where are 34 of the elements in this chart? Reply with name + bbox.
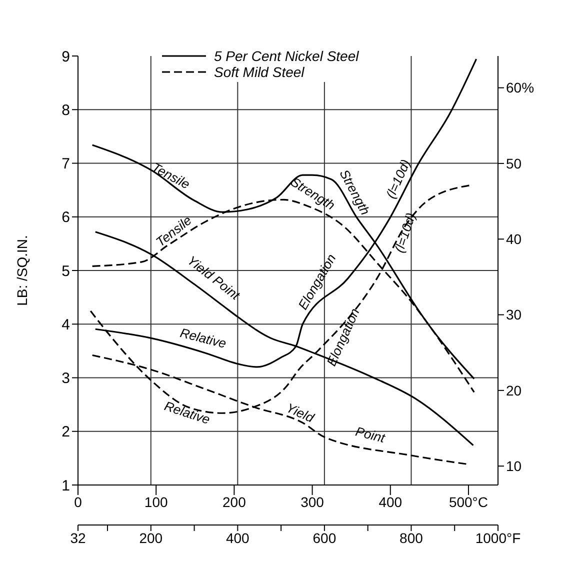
annotation: Point <box>354 424 388 446</box>
y2-tick-label: 50 <box>506 155 522 172</box>
y-tick-label: 8 <box>62 102 70 119</box>
x-tick-label: 1000°F <box>475 530 521 546</box>
y2-tick-label: 40 <box>506 231 522 248</box>
x2-tick-label: 300 <box>300 494 324 510</box>
y-tick-label: 2 <box>62 424 70 441</box>
y2-tick-label: 60% <box>506 80 534 96</box>
annotation: Relative <box>178 325 228 352</box>
x-tick-label: 400 <box>226 530 250 546</box>
y2-tick-label: 30 <box>506 306 522 323</box>
x-tick-label: 32 <box>70 530 86 546</box>
y-tick-label: 9 <box>62 48 70 66</box>
y-tick-label: 4 <box>62 316 70 334</box>
y-tick-label: 5 <box>62 262 70 280</box>
legend-label: Soft Mild Steel <box>214 64 304 80</box>
x-tick-label: 800 <box>400 530 424 546</box>
x2-tick-label: 0 <box>74 494 82 510</box>
y-tick-label: 1 <box>62 477 70 494</box>
x-tick-label: 200 <box>139 530 163 546</box>
y2-tick-label: 20 <box>506 382 522 398</box>
y-tick-label: 6 <box>62 209 70 226</box>
x2-tick-label: 400 <box>378 494 402 510</box>
y-tick-label: 3 <box>62 370 70 388</box>
annotation: Relative <box>162 398 212 428</box>
y-tick-label: 7 <box>62 156 70 173</box>
x2-tick-label: 100 <box>144 494 168 510</box>
legend-label: 5 Per Cent Nickel Steel <box>214 48 359 64</box>
x2-tick-label: 500°C <box>448 494 488 510</box>
y-axis-title: LB: /SQ.IN. <box>14 235 30 306</box>
x-tick-label: 600 <box>312 530 336 546</box>
x2-tick-label: 200 <box>222 494 246 510</box>
annotation: Yield <box>284 400 317 426</box>
y2-tick-label: 10 <box>506 458 522 474</box>
